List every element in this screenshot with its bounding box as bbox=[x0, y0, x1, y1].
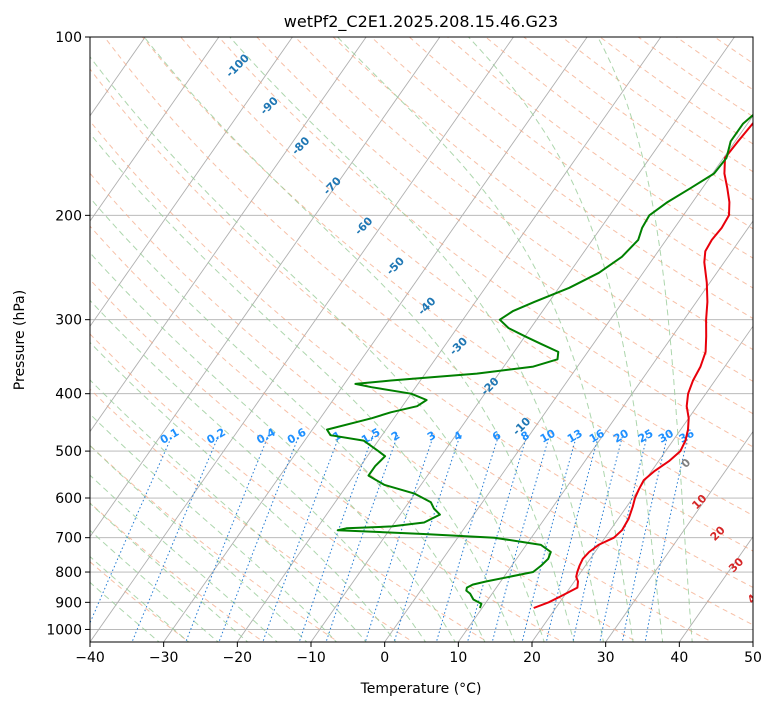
x-axis-label: Temperature (°C) bbox=[360, 681, 482, 697]
x-tick-label: 30 bbox=[597, 650, 615, 666]
dry-adiabat-line bbox=[104, 37, 753, 552]
moist-adiabat-line bbox=[90, 132, 516, 642]
moist-adiabat-line bbox=[597, 37, 693, 642]
dry-adiabat-line bbox=[90, 444, 340, 642]
isotherm-line bbox=[163, 37, 588, 642]
isotherm-line bbox=[752, 641, 753, 642]
moist-adiabat-line bbox=[90, 581, 160, 642]
y-tick-label: 400 bbox=[55, 387, 82, 403]
background-lines bbox=[0, 32, 753, 645]
isotherm-line bbox=[384, 115, 753, 642]
plot-frame bbox=[89, 36, 754, 643]
y-tick-label: 600 bbox=[55, 491, 82, 507]
y-tick-label: 1000 bbox=[46, 622, 82, 638]
dry-adiabat-line bbox=[256, 37, 753, 415]
mixing-ratio-line bbox=[364, 435, 435, 642]
x-tick-label: −40 bbox=[75, 650, 105, 666]
moist-adiabat-line bbox=[90, 502, 249, 642]
moist-adiabat-line bbox=[229, 37, 605, 642]
mixing-ratio-line bbox=[185, 435, 269, 642]
isotherm-line bbox=[90, 37, 441, 538]
profiles bbox=[326, 113, 753, 609]
mixing-ratio-line bbox=[298, 435, 374, 642]
y-tick-label: 200 bbox=[55, 208, 82, 224]
x-tick-label: 10 bbox=[449, 650, 467, 666]
mixing-ratio-line bbox=[599, 435, 648, 642]
dewpoint-profile-line bbox=[326, 113, 753, 609]
isotherm-line bbox=[90, 37, 515, 642]
mixing-ratio-line bbox=[572, 435, 624, 642]
mixing-ratio-line bbox=[545, 435, 600, 642]
dry-adiabat-line bbox=[90, 225, 639, 642]
moist-adiabat-line bbox=[143, 37, 575, 642]
mixing-ratio-line bbox=[393, 435, 461, 642]
dry-adiabat-line bbox=[752, 37, 753, 38]
mixing-ratio-line bbox=[644, 435, 689, 642]
x-tick-label: 0 bbox=[380, 650, 389, 666]
moist-adiabat-line bbox=[90, 55, 545, 642]
temperature-profile-line bbox=[533, 121, 753, 609]
moist-adiabat-line bbox=[90, 555, 190, 642]
isotherm-line bbox=[310, 37, 736, 642]
dry-adiabat-line bbox=[90, 68, 753, 589]
y-tick-label: 100 bbox=[55, 30, 82, 46]
y-tick-label: 900 bbox=[55, 595, 82, 611]
isotherm-line bbox=[90, 37, 220, 222]
moist-adiabat-line bbox=[337, 37, 634, 642]
mixing-ratio-line bbox=[325, 435, 399, 642]
moist-adiabat-line bbox=[90, 529, 219, 642]
dry-adiabat-line bbox=[90, 388, 414, 642]
isotherm-line bbox=[236, 37, 662, 642]
moist-adiabat-line bbox=[90, 341, 397, 642]
moist-adiabat-line bbox=[90, 197, 486, 642]
isotherm-line bbox=[90, 37, 367, 433]
dry-adiabat-line bbox=[90, 120, 753, 626]
plot-area bbox=[90, 37, 753, 642]
dry-adiabat-line bbox=[90, 278, 564, 642]
isotherm-line bbox=[605, 430, 753, 642]
isotherm-line bbox=[90, 37, 294, 328]
chart-title: wetPf2_C2E1.2025.208.15.46.G23 bbox=[284, 12, 558, 32]
dry-adiabat-line bbox=[409, 37, 753, 289]
isotherm-line bbox=[678, 535, 753, 642]
y-axis-label: Pressure (hPa) bbox=[12, 290, 28, 390]
x-tick-label: 40 bbox=[670, 650, 688, 666]
axis-ticks: −40 −30 −20 −10 0 10 20 30 40 50 100 200 300 400 500 60… bbox=[46, 30, 762, 666]
moist-adiabat-line bbox=[468, 37, 664, 642]
y-tick-label: 300 bbox=[55, 313, 82, 329]
x-tick-label: −30 bbox=[149, 650, 179, 666]
moist-adiabat-line bbox=[90, 379, 367, 642]
x-tick-label: 50 bbox=[744, 650, 762, 666]
y-tick-label: 700 bbox=[55, 531, 82, 547]
y-tick-label: 800 bbox=[55, 565, 82, 581]
dry-adiabat-line bbox=[332, 37, 753, 351]
moist-adiabat-line bbox=[90, 299, 427, 642]
x-tick-label: 20 bbox=[523, 650, 541, 666]
dry-adiabat-line bbox=[142, 37, 753, 517]
y-tick-label: 500 bbox=[55, 444, 82, 460]
isotherm-line bbox=[0, 32, 2, 645]
moist-adiabat-line bbox=[90, 474, 278, 642]
dry-adiabat-label: 40 bbox=[745, 586, 765, 606]
x-tick-label: −10 bbox=[296, 650, 326, 666]
moist-adiabat-line bbox=[90, 444, 308, 642]
x-tick-label: −20 bbox=[223, 650, 253, 666]
mixing-ratio-line bbox=[262, 435, 340, 642]
